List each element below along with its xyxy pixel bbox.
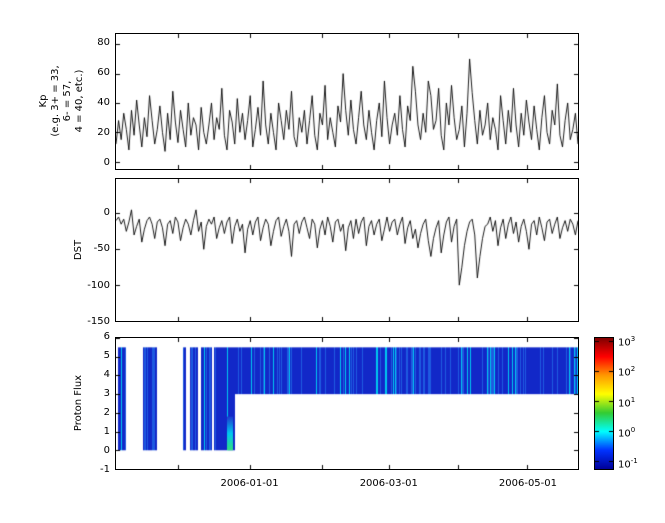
flux-axis-label: Proton Flux	[73, 374, 84, 432]
y-tick-label: -1	[100, 464, 110, 475]
proton-flux-heatmap-canvas	[116, 338, 578, 469]
y-tick-label: 40	[97, 96, 110, 108]
y-tick-label: -50	[93, 243, 110, 255]
kp-line-canvas	[116, 34, 578, 169]
x-tick-label: 2006-01-01	[220, 478, 279, 489]
colorbar-gradient-canvas	[595, 338, 613, 469]
y-tick-label: 2	[103, 407, 110, 418]
dst-plot-panel	[115, 178, 579, 322]
y-tick-label: 60	[97, 67, 110, 79]
y-tick-label: 0	[103, 445, 110, 456]
y-tick-label: 1	[103, 426, 110, 437]
y-tick-label: 20	[97, 126, 110, 138]
colorbar-tick-label: 102	[618, 365, 636, 379]
colorbar-tick-label: 101	[618, 395, 636, 410]
dst-line-canvas	[116, 179, 578, 321]
proton-flux-panel	[115, 337, 579, 470]
y-tick-label: 80	[97, 37, 110, 49]
colorbar-tick-label: 100	[618, 426, 636, 440]
colorbar-tick-label: 103	[618, 334, 636, 348]
y-tick-label: -100	[87, 279, 110, 291]
y-tick-label: 4	[103, 369, 110, 380]
y-tick-label: 0	[103, 156, 110, 168]
kp-plot-panel	[115, 33, 579, 170]
y-tick-label: 5	[103, 350, 110, 361]
y-tick-label: 6	[103, 331, 110, 342]
colorbar	[594, 337, 614, 470]
y-tick-label: 0	[103, 206, 110, 218]
x-tick-label: 2006-03-01	[359, 478, 418, 489]
colorbar-tick-label: 10-1	[618, 457, 638, 471]
x-tick-label: 2006-05-01	[498, 478, 558, 489]
y-tick-label: 3	[103, 388, 110, 399]
y-tick-label: -150	[87, 316, 110, 327]
